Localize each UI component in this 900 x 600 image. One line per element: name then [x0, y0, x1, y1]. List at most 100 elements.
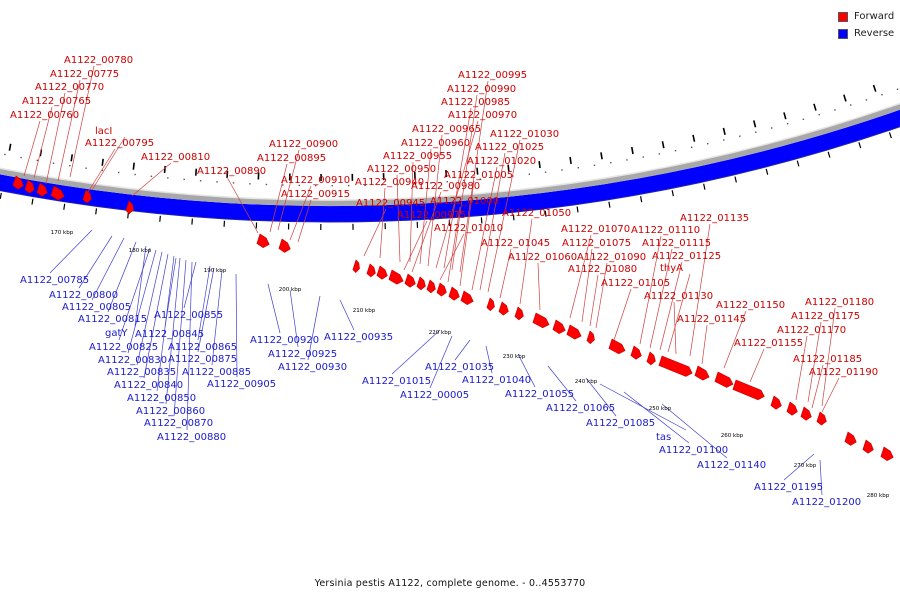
scale-tick [31, 198, 34, 205]
scale-label: 220 kbp [429, 330, 452, 336]
forward-gene-label: A1122_01030 [490, 129, 559, 140]
fwd-leader-line [519, 218, 533, 305]
fwd-leader-line [659, 261, 683, 351]
fwd-leader-line [795, 335, 808, 401]
scale-tick [765, 168, 769, 175]
scale-label: 260 kbp [721, 433, 744, 439]
rev-leader-line [211, 269, 223, 366]
reverse-gene-label: A1122_00925 [268, 349, 337, 360]
fwd-leader-line [471, 166, 498, 291]
legend-forward: Forward [838, 9, 894, 24]
fwd-leader-line [821, 377, 840, 413]
reverse-gene-label: A1122_00875 [168, 354, 237, 365]
forward-gene-label: A1122_00775 [50, 69, 119, 80]
tick-dot [593, 164, 596, 166]
tick-dot [802, 118, 805, 120]
legend-reverse-label: Reverse [854, 28, 895, 39]
fwd-leader-line [57, 79, 81, 182]
fwd-leader-line [396, 174, 401, 263]
scale-label: 190 kbp [204, 268, 227, 274]
tick-dot [101, 169, 104, 172]
scale-label: 270 kbp [794, 463, 817, 469]
forward-gene-arrow [404, 273, 416, 288]
forward-gene-label: A1122_00810 [141, 152, 210, 163]
scale-tick [101, 158, 104, 166]
forward-gene-arrow [376, 265, 388, 280]
legend-reverse: Reverse [838, 26, 894, 41]
rev-leader-line [289, 289, 299, 348]
forward-gene-label: A1122_01005 [444, 170, 513, 181]
forward-gene-arrow [844, 431, 857, 446]
reverse-gene-label: A1122_00870 [144, 418, 213, 429]
rev-leader-line [267, 283, 281, 334]
tick-dot [446, 181, 448, 183]
tick-dot [20, 156, 22, 159]
forward-gene-label: A1122_01010 [434, 223, 503, 234]
scale-tick [507, 164, 510, 172]
scale-tick [480, 217, 483, 224]
tick-dot [199, 180, 202, 182]
scale-tick [692, 134, 696, 142]
tick-dot [69, 165, 71, 167]
scale-label: 210 kbp [353, 308, 376, 314]
fwd-leader-line [807, 321, 822, 403]
forward-gene-label: A1122_01145 [677, 314, 746, 325]
tick-dot [674, 150, 677, 152]
forward-gene-arrow [514, 306, 524, 321]
tick-dot [430, 182, 432, 184]
forward-gene-label: A1122_00770 [35, 82, 104, 93]
rev-leader-line [517, 353, 536, 388]
reverse-gene-label: A1122_00005 [400, 390, 469, 401]
rev-leader-line [661, 403, 728, 459]
forward-gene-label: lacI [95, 126, 112, 137]
forward-gene-arrow [82, 189, 92, 204]
reverse-gene-label: A1122_01015 [362, 376, 431, 387]
scale-tick [796, 160, 800, 167]
forward-gene-arrow [24, 179, 35, 194]
fwd-leader-line [701, 324, 708, 365]
tick-dot [118, 171, 120, 174]
fwd-leader-line [439, 233, 465, 281]
forward-gene-label: A1122_01175 [791, 311, 860, 322]
forward-gene-label: A1122_01060 [508, 252, 577, 263]
tick-dot [818, 114, 820, 116]
forward-gene-label: A1122_01135 [680, 213, 749, 224]
fwd-leader-line [723, 310, 747, 369]
forward-gene-arrow [566, 324, 582, 340]
forward-gene-label: A1122_01080 [568, 264, 637, 275]
tick-dot [463, 179, 465, 182]
scale-tick [8, 143, 12, 151]
forward-gene-label: A1122_01130 [644, 291, 713, 302]
rev-leader-line [197, 265, 211, 341]
fwd-leader-line [435, 120, 479, 269]
rev-leader-line [143, 253, 169, 379]
forward-gene-arrow [366, 263, 376, 278]
forward-gene-label: A1122_01155 [734, 338, 803, 349]
reverse-gene-label: A1122_00815 [78, 314, 147, 325]
forward-gene-label: A1122_00915 [281, 189, 350, 200]
forward-gene-arrow [586, 330, 595, 345]
fwd-leader-line [821, 307, 836, 407]
forward-gene-arrow [694, 365, 710, 381]
reverse-gene-label: tas [656, 432, 671, 443]
tick-dot [183, 178, 185, 181]
scale-tick [827, 151, 831, 158]
fwd-leader-line [409, 161, 414, 263]
fwd-leader-line [487, 139, 521, 293]
legend-forward-label: Forward [854, 11, 895, 22]
fwd-leader-line [811, 364, 824, 409]
forward-gene-label: A1122_01170 [777, 325, 846, 336]
fwd-leader-line [33, 106, 53, 179]
fwd-leader-line [411, 191, 442, 273]
scale-tick [752, 120, 757, 128]
forward-gene-label: A1122_00910 [281, 175, 350, 186]
tick-dot [626, 159, 628, 161]
scale-tick [813, 103, 817, 111]
legend: Forward Reverse [838, 9, 894, 43]
fwd-leader-line [269, 163, 288, 233]
tick-dot [265, 183, 268, 186]
scale-tick [476, 167, 479, 175]
forward-gene-arrow [256, 233, 270, 248]
rev-leader-line [307, 295, 321, 361]
